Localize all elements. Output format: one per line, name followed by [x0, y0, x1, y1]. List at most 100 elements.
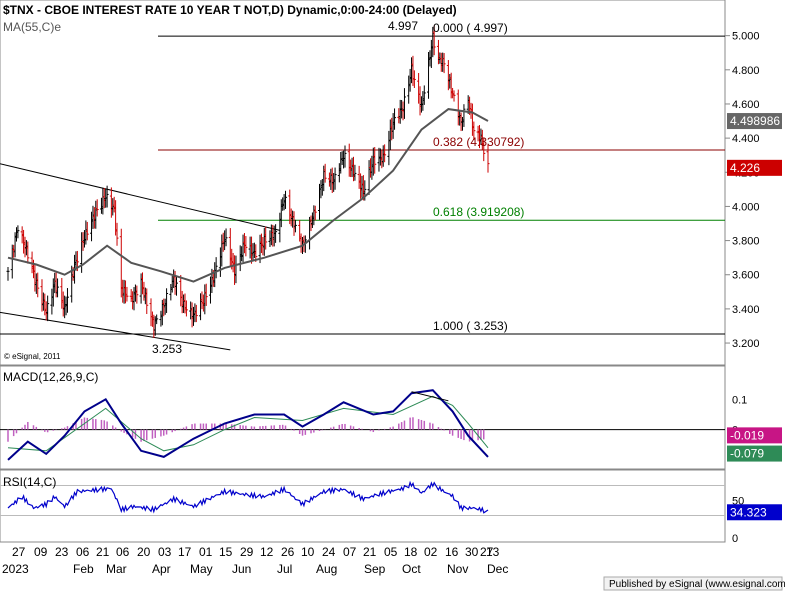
- price-bar: [432, 25, 436, 56]
- price-bar: [472, 121, 476, 141]
- fib-level-label: 0.382 (4.330792): [433, 135, 524, 149]
- x-day-label: 13: [486, 545, 500, 559]
- x-month-label: Feb: [73, 562, 94, 576]
- price-tick-label: 4.000: [732, 201, 760, 213]
- x-day-label: 30: [465, 545, 479, 559]
- ma-label: MA(55,C)e: [3, 20, 61, 34]
- x-month-label: 2023: [2, 562, 29, 576]
- copyright-note: © eSignal, 2011: [4, 352, 61, 361]
- swing-high-label: 4.997: [388, 19, 418, 33]
- fib-level-label: 1.000 ( 3.253): [433, 319, 508, 333]
- x-day-label: 02: [424, 545, 438, 559]
- x-day-label: 27: [12, 545, 26, 559]
- price-bar: [155, 314, 159, 325]
- x-day-label: 15: [219, 545, 233, 559]
- x-day-label: 16: [445, 545, 459, 559]
- footer-box: [603, 576, 783, 591]
- price-bar: [174, 276, 178, 296]
- footer-credit: Published by eSignal (www.esignal.com): [609, 579, 785, 590]
- price-tick-label: 4.800: [732, 65, 760, 77]
- x-day-label: 20: [137, 545, 151, 559]
- price-bar: [264, 226, 268, 250]
- macd-line: [7, 389, 489, 461]
- ma-value-box-bg: [727, 113, 782, 130]
- x-month-label: Sep: [364, 562, 386, 576]
- price-bar: [284, 190, 288, 209]
- price-bar: [412, 70, 416, 89]
- price-bar: [214, 257, 218, 279]
- price-bar: [135, 285, 139, 304]
- x-month-label: May: [190, 562, 213, 576]
- price-bar: [95, 199, 99, 217]
- last-price-box: 4.226: [730, 161, 760, 175]
- rsi-line: [7, 480, 489, 514]
- macd-value-box: -0.019: [730, 428, 764, 442]
- price-bar: [145, 288, 149, 315]
- chart-title: $TNX - CBOE INTEREST RATE 10 YEAR T NOT,…: [3, 3, 457, 17]
- x-month-label: Nov: [447, 562, 468, 576]
- price-bar: [422, 85, 426, 105]
- price-tick-label: 4.400: [732, 133, 760, 145]
- price-bar: [204, 283, 208, 306]
- price-bar: [452, 90, 456, 102]
- price-bar: [402, 88, 406, 119]
- price-bar: [6, 267, 10, 281]
- price-bar: [393, 108, 397, 130]
- x-day-label: 21: [96, 545, 110, 559]
- price-bar: [56, 278, 60, 298]
- price-bar: [194, 304, 198, 323]
- x-month-label: Mar: [106, 562, 127, 576]
- x-day-label: 17: [178, 545, 192, 559]
- x-month-label: Apr: [152, 562, 171, 576]
- price-tick-label: 3.600: [732, 270, 760, 282]
- x-day-label: 09: [34, 545, 48, 559]
- price-bar: [85, 221, 89, 241]
- price-bar: [383, 144, 387, 163]
- macd-divergence-line: [411, 391, 449, 402]
- signal-value-box-bg: [727, 445, 782, 462]
- swing-low-label: 3.253: [152, 342, 182, 356]
- x-month-label: Jul: [277, 562, 292, 576]
- price-tick-label: 5.000: [732, 31, 760, 43]
- channel-trendline: [0, 163, 280, 231]
- price-bar: [165, 288, 169, 313]
- fib-level-label: 0.000 ( 4.997): [433, 21, 508, 35]
- price-bar: [462, 104, 466, 127]
- x-day-label: 23: [55, 545, 69, 559]
- x-day-label: 06: [76, 545, 90, 559]
- macd-value-box-bg: [727, 427, 782, 444]
- rsi-value-box-bg: [727, 504, 782, 521]
- price-tick-label: 3.200: [732, 338, 760, 350]
- price-bar: [16, 225, 20, 239]
- price-bar: [353, 164, 357, 181]
- price-bar: [46, 295, 50, 322]
- x-day-label: 10: [301, 545, 315, 559]
- price-bar: [333, 167, 337, 190]
- price-bar: [343, 145, 347, 168]
- price-bar: [105, 185, 109, 208]
- rsi-tick-label: 0: [732, 533, 738, 545]
- price-bar: [486, 144, 490, 173]
- moving-average-line: [7, 108, 489, 283]
- price-tick-label: 3.800: [732, 236, 760, 248]
- x-month-label: Jun: [232, 562, 251, 576]
- x-day-label: 24: [322, 545, 336, 559]
- price-bar: [115, 222, 119, 246]
- price-bar: [442, 53, 446, 74]
- macd-label: MACD(12,26,9,C): [3, 370, 98, 384]
- ma-value-box: 4.498986: [730, 114, 780, 128]
- rsi-value-box: 34.323: [730, 505, 767, 519]
- fib-level-label: 0.618 (3.919208): [433, 205, 524, 219]
- x-day-label: 26: [281, 545, 295, 559]
- x-month-label: Oct: [402, 562, 421, 576]
- price-bar: [125, 286, 129, 302]
- x-day-label: 27: [480, 545, 494, 559]
- x-day-label: 05: [384, 545, 398, 559]
- price-bar: [184, 300, 188, 317]
- signal-value-box: -0.079: [730, 447, 764, 461]
- price-bar: [224, 228, 228, 247]
- price-bar: [482, 137, 486, 162]
- price-bar: [373, 147, 377, 174]
- last-price-box-bg: [727, 159, 782, 176]
- price-bar: [26, 241, 30, 264]
